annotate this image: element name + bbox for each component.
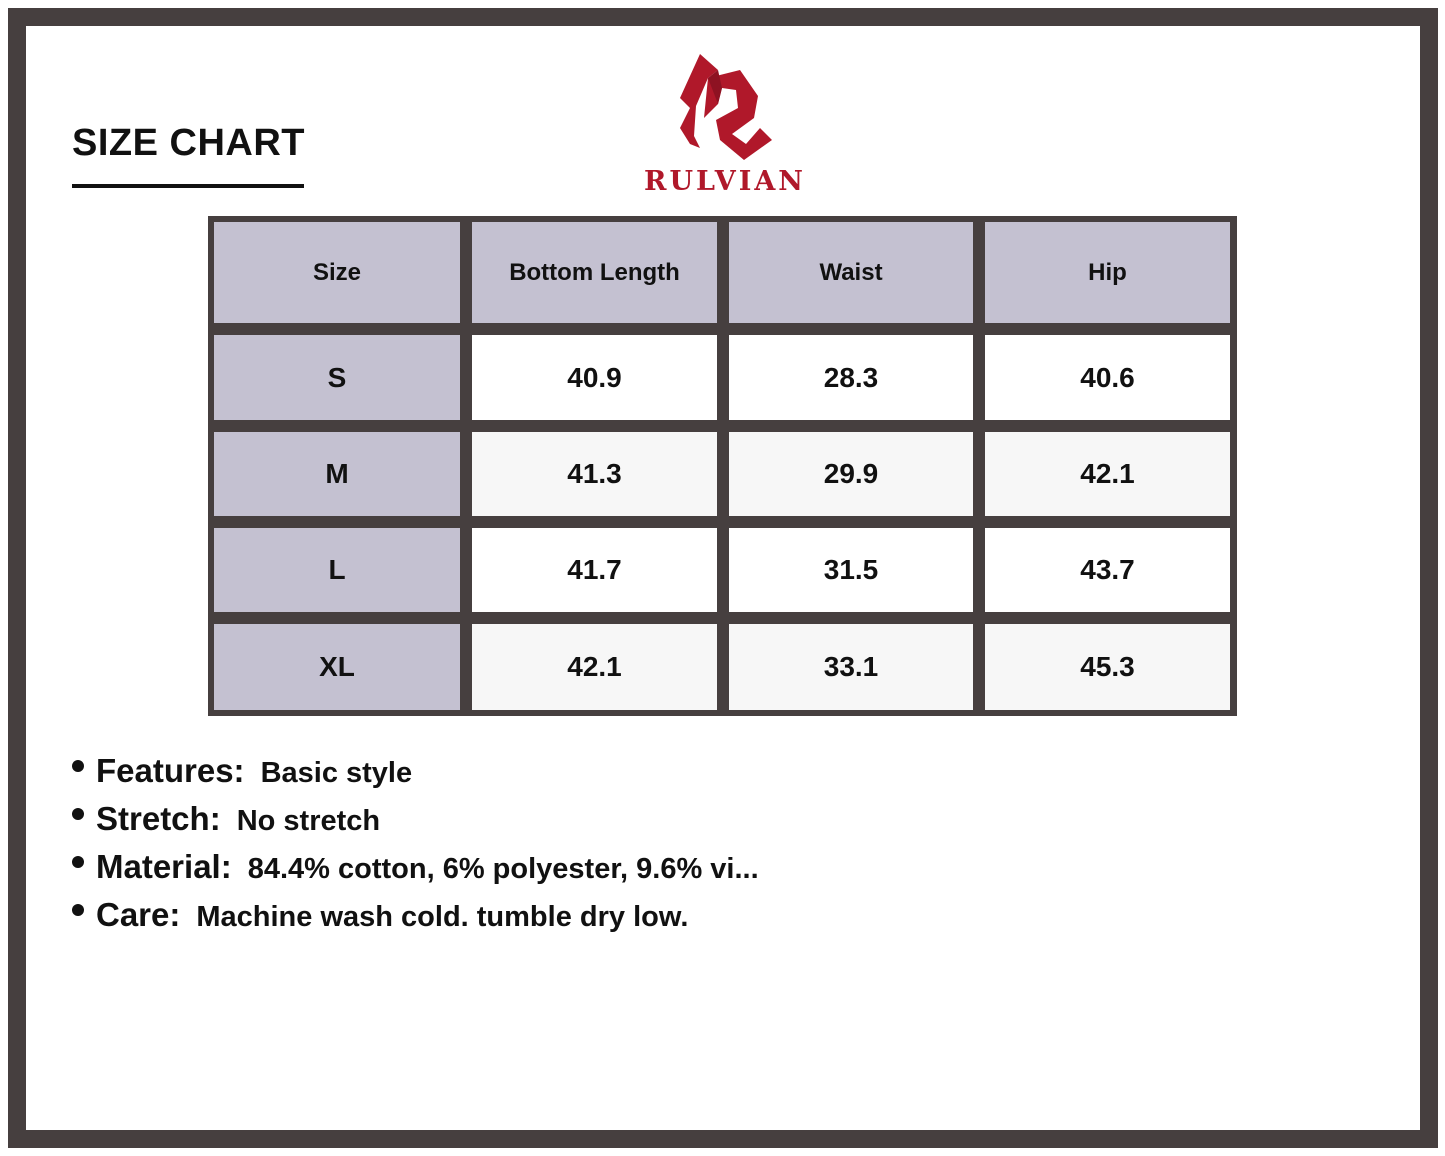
note-label: Care: xyxy=(96,896,181,933)
bullet-icon xyxy=(72,904,84,916)
row-size: XL xyxy=(214,624,460,710)
note-label: Features: xyxy=(96,752,245,789)
page-title: SIZE CHART xyxy=(72,122,305,164)
cell-waist: 31.5 xyxy=(729,528,973,612)
note-stretch: Stretch: No stretch xyxy=(72,800,759,848)
note-value: No stretch xyxy=(236,805,381,837)
note-label: Material: xyxy=(96,848,232,885)
row-size: S xyxy=(214,335,460,420)
header-waist: Waist xyxy=(729,222,973,323)
cell-waist: 28.3 xyxy=(729,335,973,420)
note-care: Care: Machine wash cold. tumble dry low. xyxy=(72,896,759,944)
title-underline xyxy=(72,184,304,188)
cell-bottom-length: 41.3 xyxy=(472,432,717,516)
note-value: Machine wash cold. tumble dry low. xyxy=(196,901,689,933)
brand-logo: RULVIAN xyxy=(620,48,830,208)
row-size: M xyxy=(214,432,460,516)
note-features: Features: Basic style xyxy=(72,752,759,800)
note-value: Basic style xyxy=(260,757,413,789)
bullet-icon xyxy=(72,760,84,772)
header-bottom-length: Bottom Length xyxy=(472,222,717,323)
size-table: Size Bottom Length Waist Hip S 40.9 28.3… xyxy=(208,216,1237,716)
cell-hip: 40.6 xyxy=(985,335,1230,420)
note-material: Material: 84.4% cotton, 6% polyester, 9.… xyxy=(72,848,759,896)
cell-waist: 33.1 xyxy=(729,624,973,710)
cell-hip: 45.3 xyxy=(985,624,1230,710)
cell-bottom-length: 42.1 xyxy=(472,624,717,710)
bullet-icon xyxy=(72,856,84,868)
cell-hip: 42.1 xyxy=(985,432,1230,516)
brand-name: RULVIAN xyxy=(644,166,806,197)
cell-hip: 43.7 xyxy=(985,528,1230,612)
cell-bottom-length: 41.7 xyxy=(472,528,717,612)
header-hip: Hip xyxy=(985,222,1230,323)
row-size: L xyxy=(214,528,460,612)
stylized-r-logo-icon xyxy=(680,54,772,160)
bullet-icon xyxy=(72,808,84,820)
product-notes: Features: Basic style Stretch: No stretc… xyxy=(72,752,759,944)
note-label: Stretch: xyxy=(96,800,221,837)
cell-waist: 29.9 xyxy=(729,432,973,516)
note-value: 84.4% cotton, 6% polyester, 9.6% vi... xyxy=(247,853,759,885)
cell-bottom-length: 40.9 xyxy=(472,335,717,420)
header-size: Size xyxy=(214,222,460,323)
